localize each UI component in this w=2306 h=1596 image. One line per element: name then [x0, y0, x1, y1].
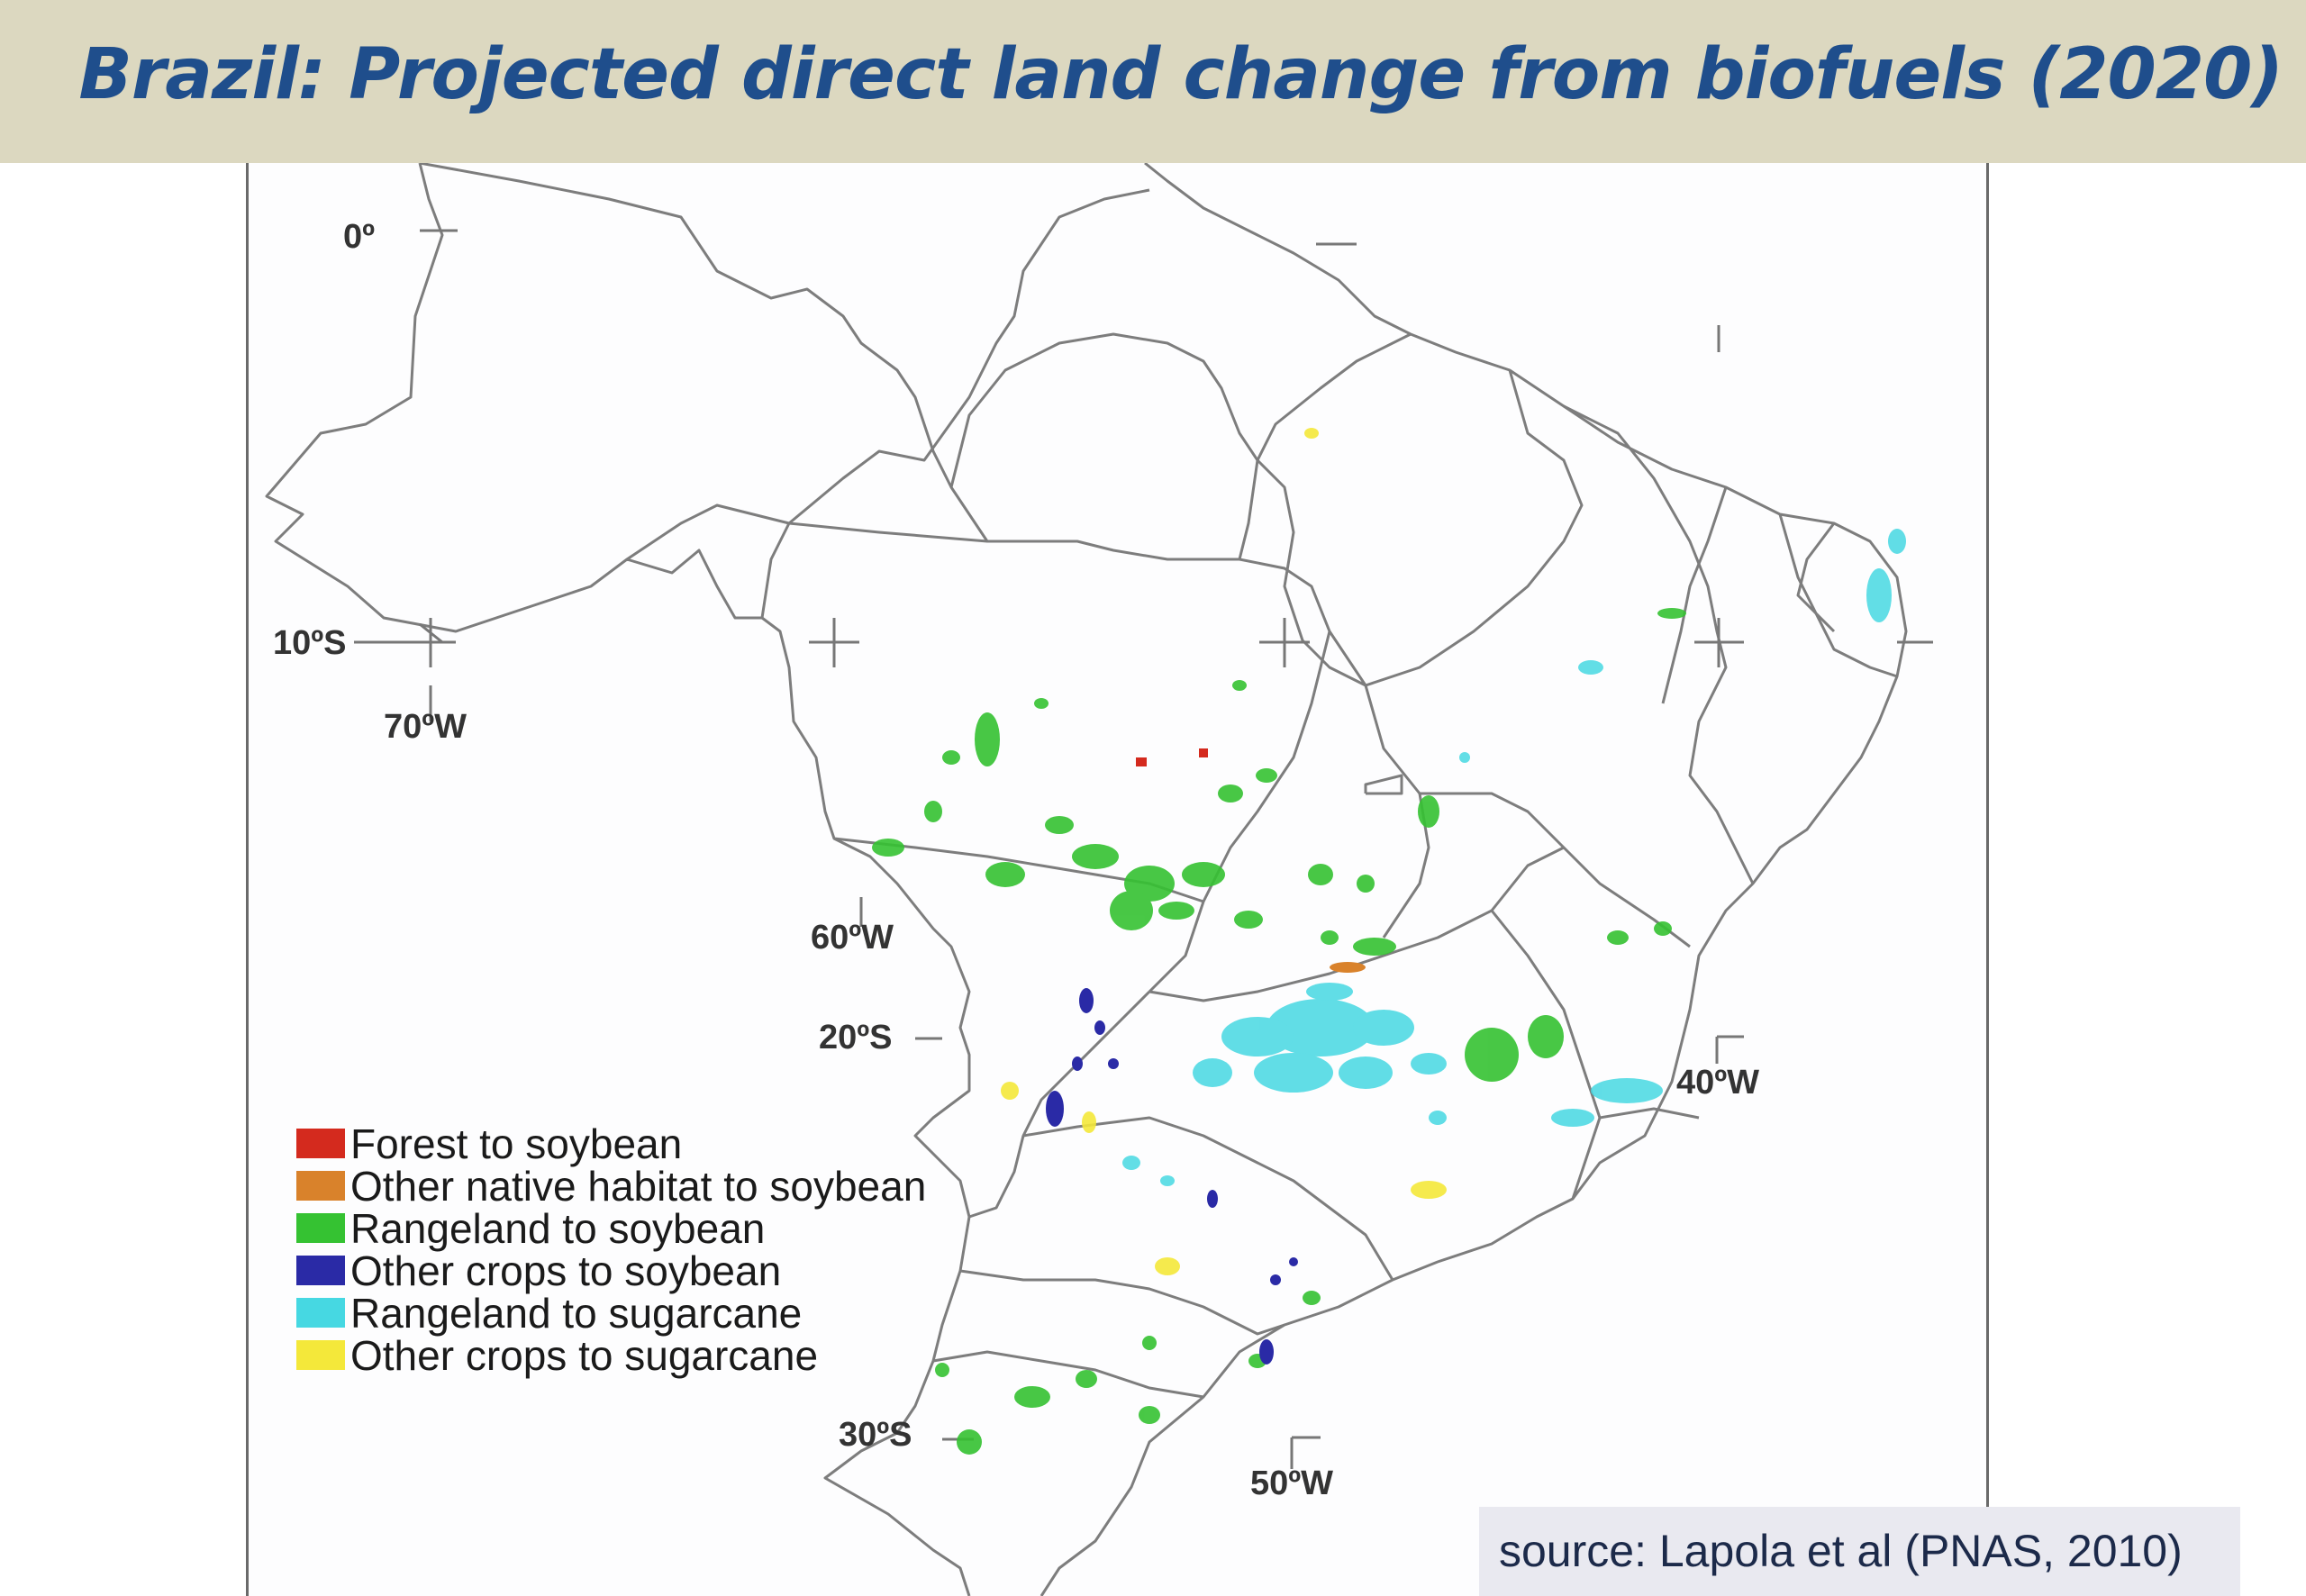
- state-line: [1796, 522, 1836, 633]
- lat-label-0: 0º: [343, 218, 376, 256]
- state-line: [949, 332, 1259, 488]
- legend-label: Rangeland to sugarcane: [350, 1289, 803, 1337]
- lat-label-30s: 30ºS: [839, 1416, 912, 1454]
- state-line: [626, 503, 790, 561]
- state-line: [1364, 774, 1403, 795]
- legend-swatch: [296, 1256, 345, 1285]
- land-change-cyan: [1122, 529, 1906, 1186]
- lon-label-60w: 60ºW: [811, 919, 894, 957]
- title-bar: Brazil: Projected direct land change fro…: [0, 0, 2306, 163]
- legend-label: Forest to soybean: [350, 1120, 683, 1167]
- legend-label: Other native habitat to soybean: [350, 1162, 927, 1210]
- land-change-orange: [1330, 962, 1366, 973]
- lat-label-10s: 10ºS: [273, 624, 347, 662]
- state-line: [1256, 458, 1366, 687]
- legend-item: Other crops to soybean: [296, 1247, 926, 1294]
- state-line: [419, 163, 989, 542]
- state-line: [1328, 630, 1691, 948]
- legend-label: Other crops to soybean: [350, 1247, 782, 1294]
- legend-label: Rangeland to soybean: [350, 1204, 766, 1252]
- legend-label: Other crops to sugarcane: [350, 1331, 819, 1379]
- legend-swatch: [296, 1129, 345, 1158]
- state-line: [1148, 846, 1565, 1002]
- state-line: [1148, 630, 1331, 993]
- brazil-outline: [265, 163, 1908, 1596]
- land-change-blue: [1046, 988, 1298, 1365]
- legend-item: Forest to soybean: [296, 1120, 926, 1167]
- lat-label-20s: 20ºS: [819, 1019, 893, 1056]
- legend-item: Rangeland to sugarcane: [296, 1290, 926, 1337]
- state-line: [968, 990, 1151, 1219]
- legend-swatch: [296, 1340, 345, 1370]
- land-change-yellow: [1001, 428, 1447, 1275]
- lon-label-40w: 40ºW: [1676, 1064, 1760, 1102]
- legend-swatch: [296, 1213, 345, 1243]
- state-line: [1238, 332, 1412, 560]
- state-line: [1599, 1107, 1700, 1120]
- map-panel: 0º 10ºS 70ºW 60ºW 20ºS 40ºW 30ºS 50ºW Fo…: [246, 163, 1989, 1596]
- brazil-map: [265, 163, 1933, 1596]
- state-line: [1563, 404, 1755, 884]
- legend-item: Other crops to sugarcane: [296, 1332, 926, 1379]
- state-line: [1490, 910, 1602, 1200]
- slide-title: Brazil: Projected direct land change fro…: [78, 34, 2283, 115]
- map-legend: Forest to soybean Other native habitat t…: [296, 1120, 926, 1379]
- state-line: [788, 188, 1150, 525]
- legend-swatch: [296, 1171, 345, 1201]
- state-borders: [265, 163, 1908, 1596]
- state-line: [760, 521, 1331, 632]
- state-line: [1778, 513, 1898, 678]
- land-change-green: [872, 608, 1686, 1455]
- source-citation: source: Lapola et al (PNAS, 2010): [1499, 1526, 2183, 1576]
- lon-label-70w: 70ºW: [384, 708, 468, 746]
- state-line: [1022, 1116, 1394, 1281]
- state-line: [932, 1350, 1204, 1399]
- state-line: [959, 1269, 1285, 1336]
- source-box: source: Lapola et al (PNAS, 2010): [1479, 1507, 2240, 1596]
- state-line: [1365, 369, 1584, 687]
- legend-swatch: [296, 1298, 345, 1328]
- legend-item: Other native habitat to soybean: [296, 1163, 926, 1210]
- land-change-red: [1136, 748, 1208, 766]
- lon-label-50w: 50ºW: [1250, 1465, 1334, 1502]
- legend-item: Rangeland to soybean: [296, 1205, 926, 1252]
- state-line: [1661, 486, 1728, 704]
